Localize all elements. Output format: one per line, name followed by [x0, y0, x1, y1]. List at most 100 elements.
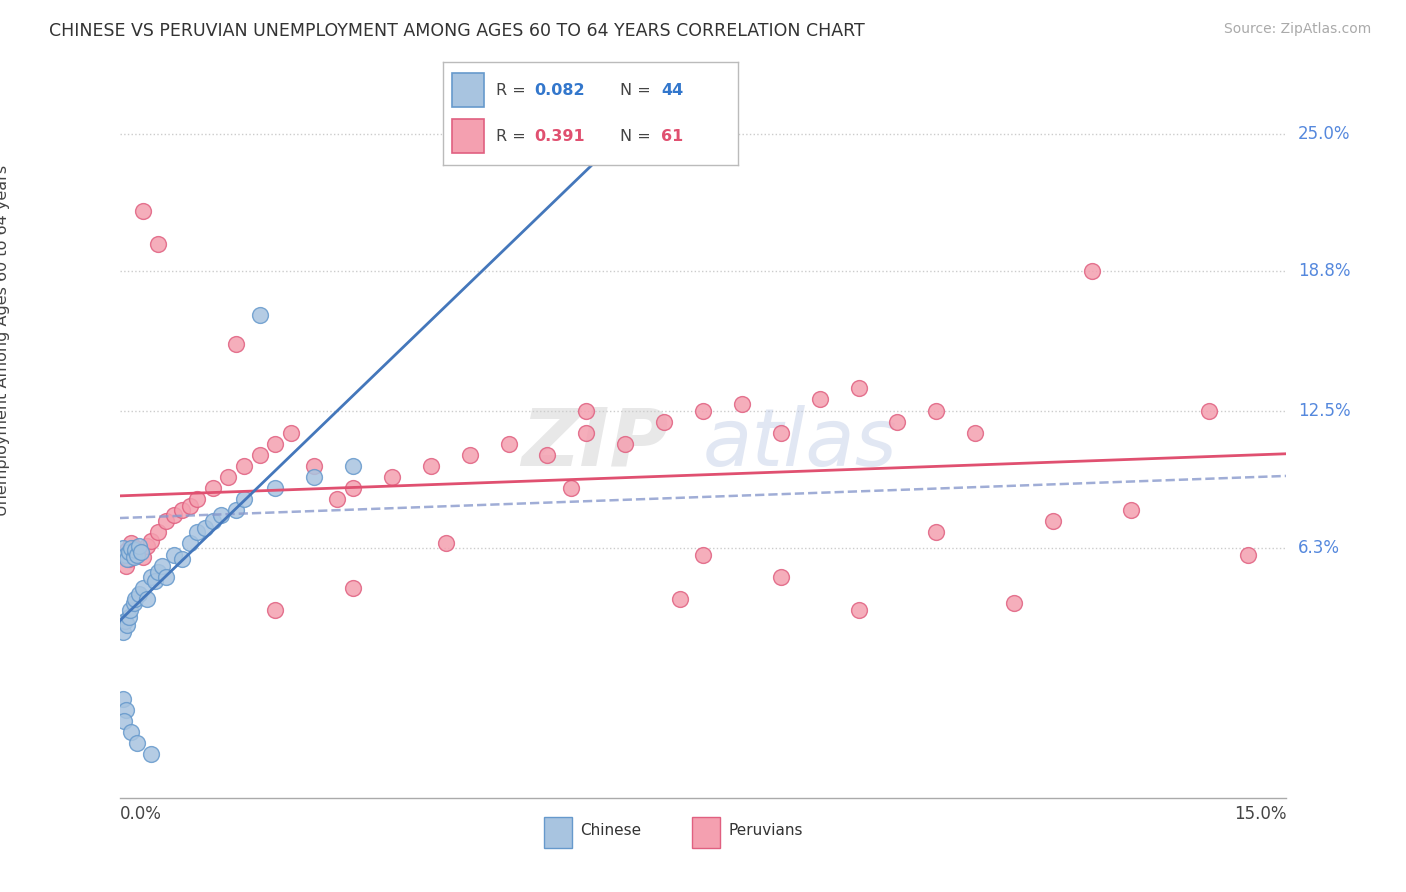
Point	[652, 415, 675, 429]
Text: N =: N =	[620, 83, 657, 97]
Point	[249, 448, 271, 462]
Point	[125, 548, 148, 562]
Point	[560, 481, 582, 495]
Point	[124, 541, 146, 555]
Point	[925, 403, 948, 417]
Point	[848, 381, 870, 395]
Point	[381, 470, 404, 484]
Point	[614, 436, 637, 450]
Point	[148, 237, 170, 252]
Text: 15.0%: 15.0%	[1234, 805, 1286, 823]
Point	[186, 492, 208, 507]
Point	[302, 458, 325, 473]
Point	[122, 596, 145, 610]
Point	[128, 587, 150, 601]
Point	[179, 499, 201, 513]
Text: 6.3%: 6.3%	[1298, 539, 1340, 557]
Point	[124, 543, 146, 558]
Text: Source: ZipAtlas.com: Source: ZipAtlas.com	[1223, 22, 1371, 37]
Point	[1002, 596, 1025, 610]
Point	[575, 425, 598, 440]
Point	[120, 541, 142, 555]
Point	[249, 308, 271, 322]
Point	[155, 514, 177, 528]
Point	[342, 458, 364, 473]
Text: 12.5%: 12.5%	[1298, 401, 1351, 419]
Point	[163, 508, 186, 522]
Text: atlas: atlas	[703, 405, 898, 483]
Bar	[451, 119, 484, 153]
Point	[139, 534, 162, 549]
Point	[808, 392, 831, 407]
Point	[668, 591, 690, 606]
Point	[179, 536, 201, 550]
Point	[114, 614, 136, 628]
Point	[1198, 403, 1220, 417]
Point	[225, 503, 247, 517]
Point	[217, 470, 239, 484]
Point	[419, 458, 441, 473]
Point	[150, 558, 173, 573]
Text: Peruvians: Peruvians	[728, 823, 803, 838]
Point	[135, 539, 157, 553]
Point	[112, 541, 135, 555]
Point	[264, 436, 287, 450]
Point	[114, 558, 136, 573]
Bar	[544, 817, 572, 847]
Point	[122, 549, 145, 564]
Point	[731, 397, 754, 411]
Point	[209, 508, 232, 522]
Point	[264, 603, 287, 617]
Point	[120, 536, 142, 550]
Point	[692, 548, 714, 562]
Bar	[693, 817, 720, 847]
Point	[769, 425, 792, 440]
Point	[194, 521, 217, 535]
Text: N =: N =	[620, 128, 657, 144]
Point	[125, 736, 148, 750]
Point	[118, 552, 141, 566]
Point	[132, 204, 155, 219]
Point	[143, 574, 166, 589]
Point	[132, 581, 155, 595]
Text: ZIP: ZIP	[520, 405, 668, 483]
Point	[139, 747, 162, 761]
Point	[769, 570, 792, 584]
Point	[112, 548, 135, 562]
Point	[233, 458, 256, 473]
Point	[458, 448, 481, 462]
Point	[114, 703, 136, 717]
Point	[434, 536, 457, 550]
Bar	[451, 73, 484, 106]
Point	[1119, 503, 1142, 517]
Point	[129, 545, 152, 559]
Text: R =: R =	[496, 128, 531, 144]
Point	[148, 525, 170, 540]
Point	[1236, 548, 1258, 562]
Point	[170, 503, 193, 517]
Point	[233, 492, 256, 507]
Point	[280, 425, 302, 440]
Text: Unemployment Among Ages 60 to 64 years: Unemployment Among Ages 60 to 64 years	[0, 165, 10, 516]
Point	[302, 470, 325, 484]
Point	[1042, 514, 1064, 528]
Point	[186, 525, 208, 540]
Point	[326, 492, 349, 507]
Point	[128, 545, 150, 559]
Point	[124, 591, 146, 606]
Point	[201, 514, 224, 528]
Point	[120, 724, 142, 739]
Point	[886, 415, 908, 429]
Point	[925, 525, 948, 540]
Point	[112, 714, 135, 728]
Text: 0.391: 0.391	[534, 128, 585, 144]
Text: 0.082: 0.082	[534, 83, 585, 97]
Point	[112, 625, 135, 640]
Point	[139, 570, 162, 584]
Point	[117, 552, 139, 566]
Point	[148, 566, 170, 580]
Point	[155, 570, 177, 584]
Point	[575, 403, 598, 417]
Point	[135, 591, 157, 606]
Point	[118, 609, 141, 624]
